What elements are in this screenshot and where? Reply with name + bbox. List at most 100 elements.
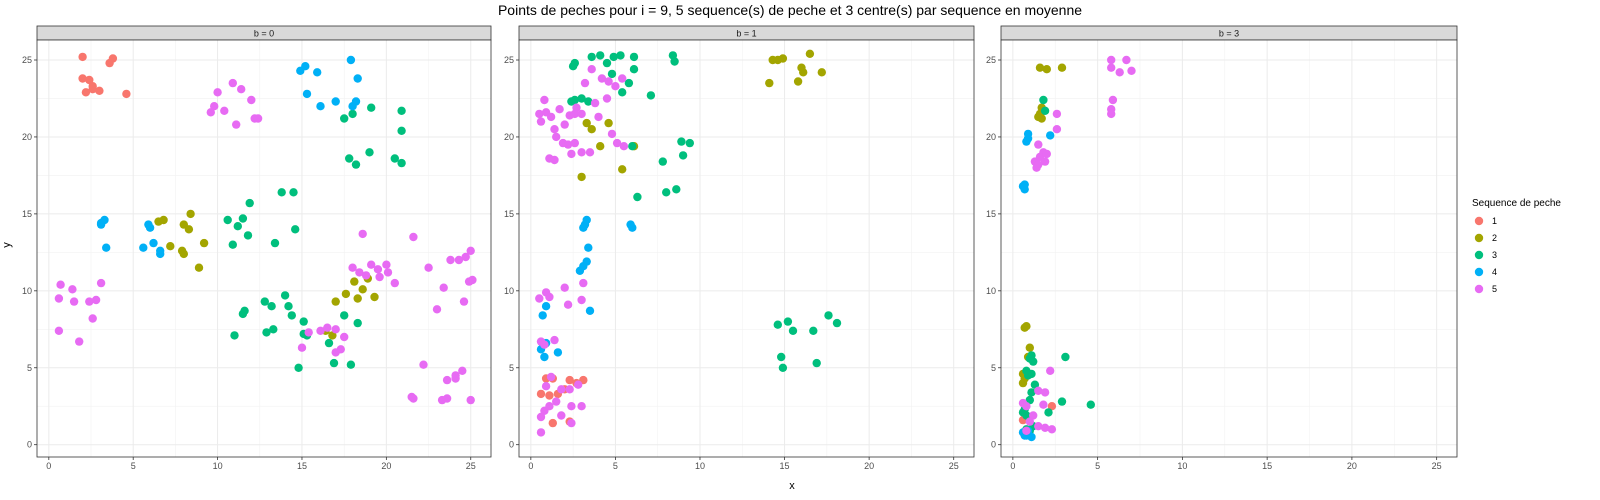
y-tick-label: 0	[991, 440, 996, 450]
chart-title: Points de peches pour i = 9, 5 sequence(…	[498, 2, 1082, 18]
data-point	[577, 109, 586, 119]
data-point	[1086, 400, 1096, 409]
data-point	[454, 255, 464, 265]
data-point	[646, 91, 656, 100]
legend-label: 2	[1492, 233, 1497, 243]
legend-label: 3	[1492, 250, 1497, 260]
data-point	[156, 249, 165, 259]
data-point	[550, 155, 559, 165]
data-point	[560, 120, 569, 129]
x-tick-label: 10	[1177, 461, 1187, 471]
data-point	[85, 297, 94, 306]
data-point	[582, 118, 591, 128]
data-point	[536, 389, 546, 399]
x-tick-label: 15	[297, 461, 307, 471]
y-tick-label: 10	[986, 286, 996, 296]
data-point	[350, 277, 359, 286]
data-point	[540, 340, 549, 349]
data-point	[1027, 432, 1036, 442]
data-point	[609, 52, 618, 62]
data-point	[567, 149, 576, 159]
data-point	[536, 117, 546, 126]
data-point	[1022, 402, 1031, 411]
data-point	[824, 311, 833, 320]
legend-key	[1474, 267, 1484, 277]
data-point	[545, 292, 554, 302]
data-point	[553, 348, 563, 357]
data-point	[577, 402, 586, 411]
data-point	[678, 151, 688, 160]
data-point	[297, 343, 307, 352]
data-point	[108, 54, 118, 63]
data-point	[461, 252, 470, 262]
data-point	[658, 157, 667, 166]
y-tick-label: 10	[504, 286, 514, 296]
x-tick-label: 20	[1347, 461, 1357, 471]
legend-label: 5	[1492, 284, 1497, 294]
data-point	[329, 358, 339, 368]
data-point	[633, 192, 642, 202]
data-point	[280, 291, 290, 300]
facet-panels: b = 0 0 5 10 15 20 25 0 5 10 15 20 25 b = 1 0 5 10 15 20 25…	[22, 25, 1458, 471]
data-point	[466, 246, 475, 255]
data-point	[577, 94, 586, 103]
data-point	[468, 275, 477, 285]
facet-strip-label: b = 1	[736, 29, 756, 39]
x-tick-label: 15	[1262, 461, 1272, 471]
x-tick-label: 25	[949, 461, 959, 471]
data-point	[348, 263, 357, 272]
legend-key	[1474, 250, 1484, 260]
data-point	[538, 311, 547, 320]
data-point	[567, 402, 576, 411]
data-point	[68, 285, 77, 294]
data-point	[458, 366, 467, 375]
data-point	[604, 77, 613, 86]
data-point	[1022, 411, 1031, 420]
panel-border	[36, 39, 492, 458]
data-point	[348, 102, 357, 111]
panel-background	[1001, 40, 1457, 457]
x-tick-label: 0	[46, 461, 51, 471]
data-point	[590, 98, 600, 108]
data-point	[587, 52, 596, 62]
data-point	[302, 89, 312, 99]
data-point	[817, 68, 826, 77]
data-point	[546, 372, 556, 382]
data-point	[277, 188, 286, 197]
data-point	[1122, 55, 1131, 65]
x-tick-label: 20	[381, 461, 391, 471]
data-point	[179, 249, 188, 259]
data-point	[582, 257, 591, 266]
data-point	[596, 51, 605, 60]
data-point	[587, 65, 596, 74]
y-tick-label: 25	[986, 55, 996, 65]
data-point	[88, 82, 97, 91]
data-point	[340, 114, 349, 123]
data-point	[584, 97, 593, 106]
data-point	[1018, 378, 1028, 388]
data-point	[345, 154, 354, 163]
data-point	[341, 289, 351, 299]
data-point	[604, 118, 613, 128]
data-point	[346, 360, 356, 369]
data-point	[353, 294, 362, 303]
data-point	[670, 57, 679, 66]
data-point	[535, 294, 544, 303]
data-point	[577, 295, 586, 305]
data-point	[1025, 354, 1035, 363]
y-tick-label: 20	[986, 132, 996, 142]
data-point	[778, 363, 788, 372]
facet-strip-label: b = 3	[1219, 29, 1239, 39]
data-point	[269, 325, 278, 334]
data-point	[96, 218, 106, 228]
data-point	[243, 231, 253, 240]
data-point	[1047, 402, 1057, 411]
data-point	[139, 243, 148, 252]
data-point	[228, 78, 237, 88]
legend-title: Sequence de peche	[1472, 198, 1561, 209]
data-point	[596, 142, 605, 151]
data-point	[594, 112, 603, 122]
data-point	[85, 75, 94, 85]
data-point	[451, 374, 460, 383]
